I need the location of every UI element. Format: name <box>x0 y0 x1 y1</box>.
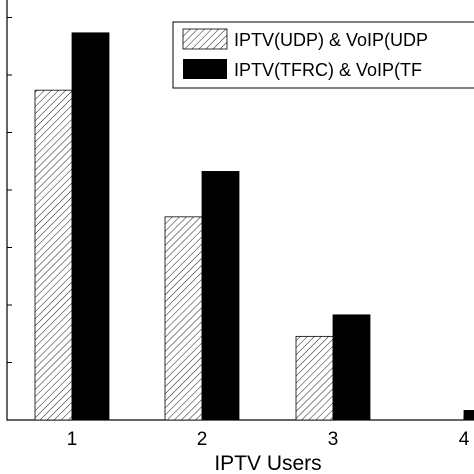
x-tick-label: 1 <box>67 429 78 450</box>
legend-swatch-udp <box>182 28 228 50</box>
legend-swatch-tfrc <box>183 59 227 79</box>
legend: IPTV(UDP) & VoIP(UDP IPTV(TFRC) & VoIP(T… <box>172 21 474 89</box>
bar-tfrc-1 <box>71 32 110 421</box>
bars-group <box>34 32 474 421</box>
y-axis-ticks <box>7 17 12 421</box>
bar-udp-2 <box>164 216 203 421</box>
x-axis-ticks: 1 2 3 4 <box>67 415 470 450</box>
bar-tfrc-4 <box>463 410 474 421</box>
x-tick-label: 4 <box>459 429 470 450</box>
bar-udp-3 <box>295 335 334 421</box>
x-tick-label: 3 <box>328 429 339 450</box>
x-tick-label: 2 <box>197 429 208 450</box>
bar-udp-1 <box>34 89 73 421</box>
legend-label-tfrc: IPTV(TFRC) & VoIP(TF <box>234 60 422 80</box>
x-axis-label: IPTV Users <box>214 452 321 474</box>
bar-tfrc-2 <box>201 171 240 421</box>
legend-label-udp: IPTV(UDP) & VoIP(UDP <box>234 30 428 50</box>
bar-tfrc-3 <box>332 314 371 421</box>
